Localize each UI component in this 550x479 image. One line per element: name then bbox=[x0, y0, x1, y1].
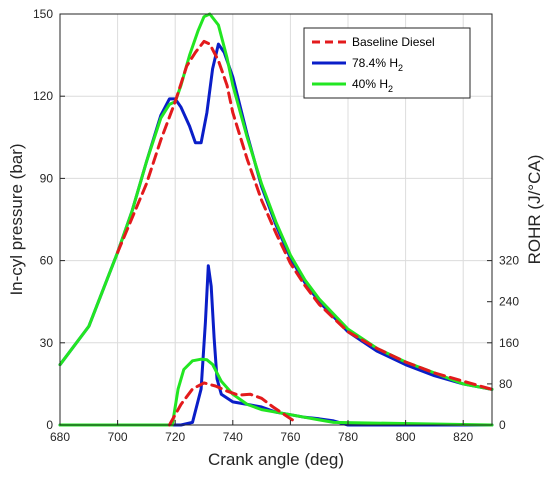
ticks: 680 700 720 740 760 780 800 820 0 30 60 90 120 150 0 80… bbox=[33, 7, 519, 444]
plot-frame bbox=[59, 13, 493, 426]
x-tick-label: 760 bbox=[280, 430, 300, 444]
rohr-line-78-4-h2 bbox=[58, 264, 494, 427]
legend-label: Baseline Diesel bbox=[352, 35, 435, 49]
legend: Baseline Diesel 78.4% H2 40% H2 bbox=[303, 27, 471, 99]
x-tick-label: 680 bbox=[50, 430, 70, 444]
x-tick-label: 780 bbox=[338, 430, 358, 444]
y-left-tick-label: 150 bbox=[33, 7, 53, 21]
x-tick-label: 720 bbox=[165, 430, 185, 444]
y-axis-left-title: In-cyl pressure (bar) bbox=[7, 143, 26, 295]
series-group bbox=[58, 12, 494, 427]
rohr-line-40-h2 bbox=[58, 357, 494, 427]
y-right-tick-label: 80 bbox=[499, 377, 513, 391]
x-tick-label: 820 bbox=[453, 430, 473, 444]
x-tick-label: 740 bbox=[223, 430, 243, 444]
legend-label: 40% H2 bbox=[352, 77, 393, 94]
pressure-line-baseline-diesel bbox=[116, 39, 494, 391]
y-axis-right-title: ROHR (J/°CA) bbox=[525, 155, 544, 265]
x-axis-title: Crank angle (deg) bbox=[208, 450, 344, 469]
y-left-tick-label: 90 bbox=[40, 171, 54, 185]
x-tick-label: 700 bbox=[108, 430, 128, 444]
y-left-tick-label: 0 bbox=[46, 418, 53, 432]
rohr-line-baseline-diesel bbox=[167, 381, 298, 427]
x-tick-label: 800 bbox=[396, 430, 416, 444]
y-left-tick-label: 30 bbox=[40, 336, 54, 350]
legend-label: 78.4% H2 bbox=[352, 56, 403, 73]
y-right-tick-label: 0 bbox=[499, 418, 506, 432]
y-right-tick-label: 160 bbox=[499, 336, 519, 350]
y-right-tick-label: 320 bbox=[499, 254, 519, 268]
y-right-tick-label: 240 bbox=[499, 295, 519, 309]
y-left-tick-label: 120 bbox=[33, 89, 53, 103]
y-left-tick-label: 60 bbox=[40, 254, 54, 268]
